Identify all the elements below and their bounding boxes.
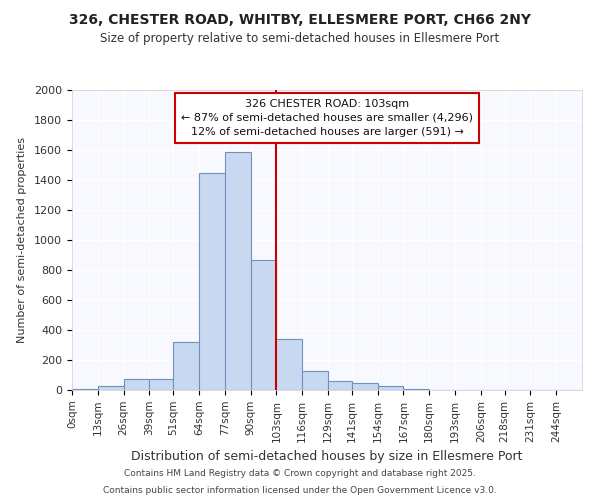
Bar	[352, 382, 377, 390]
X-axis label: Distribution of semi-detached houses by size in Ellesmere Port: Distribution of semi-detached houses by …	[131, 450, 523, 463]
Text: Contains HM Land Registry data © Crown copyright and database right 2025.: Contains HM Land Registry data © Crown c…	[124, 468, 476, 477]
Text: 326 CHESTER ROAD: 103sqm
← 87% of semi-detached houses are smaller (4,296)
12% o: 326 CHESTER ROAD: 103sqm ← 87% of semi-d…	[181, 99, 473, 137]
Text: 326, CHESTER ROAD, WHITBY, ELLESMERE PORT, CH66 2NY: 326, CHESTER ROAD, WHITBY, ELLESMERE POR…	[69, 14, 531, 28]
Bar	[403, 389, 429, 390]
Text: Contains public sector information licensed under the Open Government Licence v3: Contains public sector information licen…	[103, 486, 497, 495]
Bar	[98, 386, 124, 390]
Bar	[302, 371, 328, 390]
Bar	[124, 379, 149, 390]
Bar	[328, 381, 352, 390]
Bar	[251, 260, 277, 390]
Bar	[377, 386, 403, 390]
Bar	[149, 379, 173, 390]
Y-axis label: Number of semi-detached properties: Number of semi-detached properties	[17, 137, 27, 343]
Bar	[277, 339, 302, 390]
Bar	[173, 342, 199, 390]
Bar	[225, 152, 251, 390]
Text: Size of property relative to semi-detached houses in Ellesmere Port: Size of property relative to semi-detach…	[100, 32, 500, 45]
Bar	[72, 388, 98, 390]
Bar	[199, 172, 225, 390]
